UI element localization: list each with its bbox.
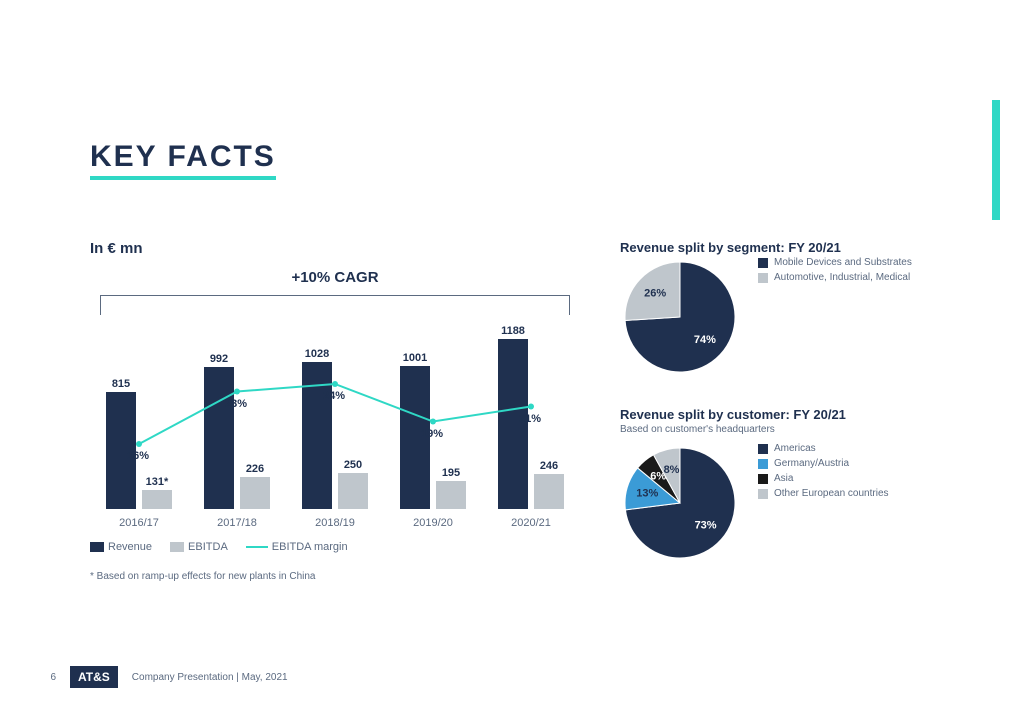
slide: KEY FACTS In € mn +10% CAGR 815131*99222… — [0, 0, 1024, 724]
pie-legend-item: Germany/Austria — [758, 458, 889, 469]
pie2-legend: Americas Germany/Austria Asia Other Europea… — [758, 443, 889, 503]
cagr-bracket — [100, 287, 570, 303]
company-logo: AT&S — [70, 666, 118, 688]
legend-revenue: Revenue — [90, 541, 152, 553]
svg-text:74%: 74% — [694, 334, 716, 346]
pies-block: Revenue split by segment: FY 20/21 74% 26… — [620, 240, 954, 593]
bar-chart-block: In € mn +10% CAGR 815131*992226102825010… — [90, 240, 580, 593]
x-axis-label: 2019/20 — [390, 517, 476, 529]
bar-chart-footnote: * Based on ramp-up effects for new plant… — [90, 571, 316, 582]
margin-pct-label: 16% — [127, 450, 149, 462]
page-number: 6 — [40, 672, 56, 683]
x-axis-label: 2016/17 — [96, 517, 182, 529]
margin-pct-label: 24% — [323, 390, 345, 402]
pie-legend-item: Automotive, Industrial, Medical — [758, 272, 912, 283]
legend-margin: EBITDA margin — [246, 541, 348, 553]
x-axis-label: 2018/19 — [292, 517, 378, 529]
footer-text: Company Presentation | May, 2021 — [132, 672, 288, 683]
title-wrap: KEY FACTS — [90, 140, 954, 180]
pie-legend-item: Other European countries — [758, 488, 889, 499]
pie1-title: Revenue split by segment: FY 20/21 — [620, 240, 954, 255]
x-axis: 2016/17 2017/18 2018/19 2019/20 2020/21 — [90, 517, 580, 529]
svg-text:73%: 73% — [695, 519, 717, 531]
bar-chart-legend: Revenue EBITDA EBITDA margin * Based on … — [90, 541, 580, 582]
svg-text:26%: 26% — [644, 288, 666, 300]
pie2-title: Revenue split by customer: FY 20/21 — [620, 407, 954, 422]
pie2-subtitle: Based on customer's headquarters — [620, 424, 954, 435]
pie-customer-block: Revenue split by customer: FY 20/21 Base… — [620, 407, 954, 563]
columns: In € mn +10% CAGR 815131*992226102825010… — [90, 240, 954, 593]
bar-chart-subtitle: In € mn — [90, 240, 580, 257]
pie-legend-item: Mobile Devices and Substrates — [758, 257, 912, 268]
pie2-chart: 73%13%6%8% — [620, 443, 740, 563]
pie-segment-block: Revenue split by segment: FY 20/21 74% 26… — [620, 240, 954, 377]
cagr-label: +10% CAGR — [90, 269, 580, 286]
x-axis-label: 2017/18 — [194, 517, 280, 529]
pie1-legend: Mobile Devices and Substrates Automotive,… — [758, 257, 912, 287]
bar-line-chart: +10% CAGR 815131*99222610282501001195118… — [90, 269, 580, 529]
margin-pct-label: 21% — [519, 413, 541, 425]
x-axis-label: 2020/21 — [488, 517, 574, 529]
margin-pct-label: 19% — [421, 428, 443, 440]
pie-legend-item: Americas — [758, 443, 889, 454]
svg-text:8%: 8% — [664, 464, 680, 476]
margin-pct-label: 23% — [225, 398, 247, 410]
side-accent-bar — [992, 100, 1000, 220]
ebitda-margin-line — [90, 309, 580, 509]
slide-footer: 6 AT&S Company Presentation | May, 2021 — [40, 666, 288, 688]
pie1-chart: 74% 26% — [620, 257, 740, 377]
svg-text:13%: 13% — [636, 487, 658, 499]
pie-legend-item: Asia — [758, 473, 889, 484]
legend-ebitda: EBITDA — [170, 541, 228, 553]
slide-title: KEY FACTS — [90, 140, 276, 180]
